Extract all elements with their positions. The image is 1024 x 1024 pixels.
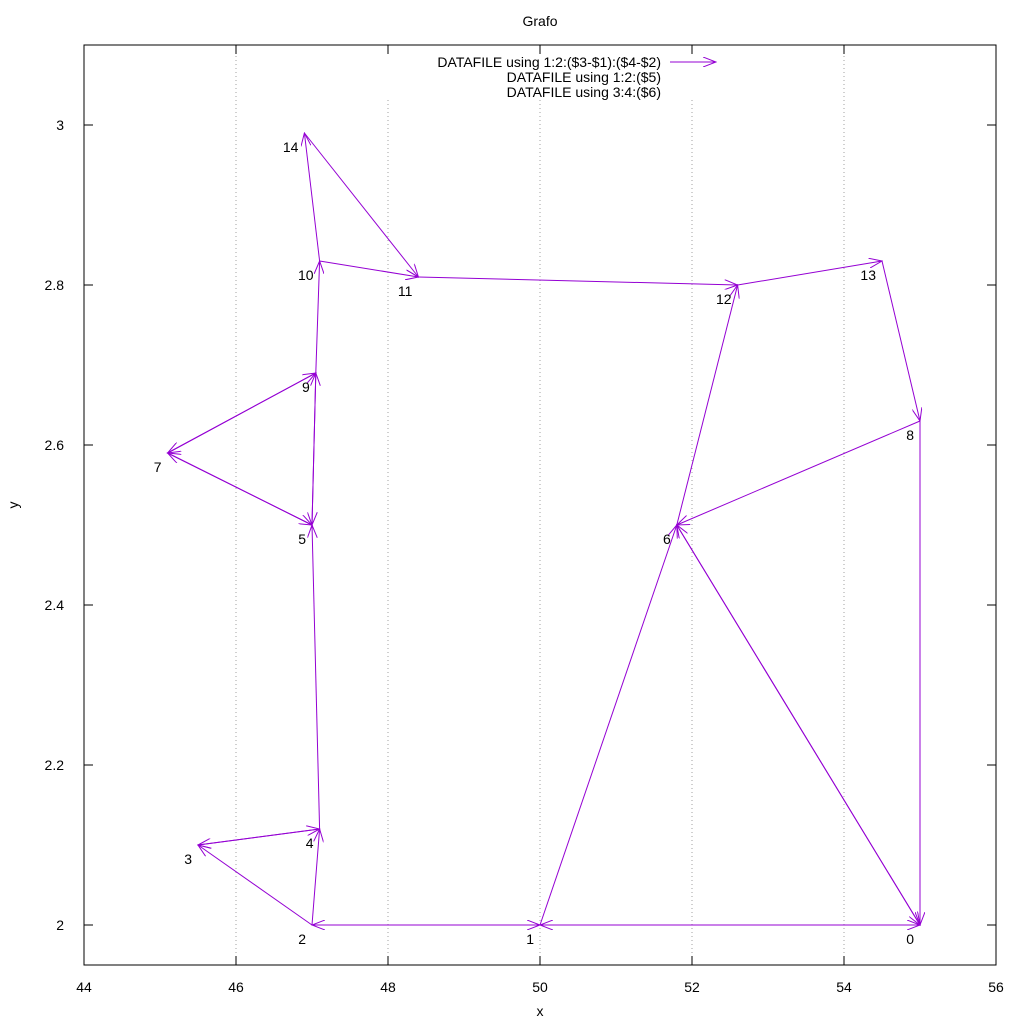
- x-tick-label: 56: [988, 979, 1004, 995]
- graph-edge-12-13: [737, 261, 882, 286]
- node-label: 11: [398, 283, 413, 299]
- y-tick-label: 2.4: [45, 597, 65, 613]
- node-label: 4: [306, 835, 314, 851]
- legend-entry: DATAFILE using 3:4:($6): [507, 84, 661, 100]
- graph-edge-2-4: [311, 829, 320, 926]
- x-tick-label: 50: [532, 979, 548, 995]
- graph-edge-9-10: [316, 261, 320, 374]
- node-label: 7: [154, 459, 162, 475]
- x-tick-label: 46: [228, 979, 244, 995]
- node-label: 12: [716, 291, 732, 307]
- node-label: 8: [906, 427, 914, 443]
- x-tick-label: 52: [684, 979, 700, 995]
- graph-edge-4-5: [312, 525, 321, 830]
- graph-edge-0-6: [677, 525, 921, 926]
- graph-edge-1-6: [539, 525, 677, 926]
- node-label: 3: [184, 851, 192, 867]
- legend: DATAFILE using 1:2:($3-$1):($4-$2)DATAFI…: [437, 54, 716, 100]
- y-tick-label: 3: [56, 117, 64, 133]
- node-label: 1: [526, 931, 534, 947]
- graph-edge-6-12: [676, 285, 738, 526]
- graph-edge-2-3: [198, 845, 313, 926]
- y-tick-label: 2.8: [45, 277, 65, 293]
- node-label: 9: [302, 379, 310, 395]
- graph-edge-13-8: [881, 260, 920, 421]
- node-label: 6: [663, 531, 671, 547]
- node-label: 0: [906, 931, 914, 947]
- graph-edge-14-11: [304, 132, 418, 277]
- grid-lines: [235, 45, 845, 965]
- graph-edge-7-5: [167, 452, 312, 525]
- graph-edge-9-7: [168, 372, 317, 453]
- graph-edge-11-12: [418, 276, 737, 285]
- y-axis-label: y: [5, 502, 21, 509]
- graph-edge-4-3: [198, 828, 320, 845]
- node-label: 2: [298, 931, 306, 947]
- y-tick-label: 2.6: [45, 437, 65, 453]
- graph-edges: [168, 133, 920, 925]
- x-axis-label: x: [537, 1003, 544, 1019]
- x-tick-label: 48: [380, 979, 396, 995]
- graph-edge-8-6: [677, 420, 921, 525]
- x-tick-label: 44: [76, 979, 92, 995]
- graph-edge-9-5: [312, 372, 316, 525]
- x-tick-label: 54: [836, 979, 852, 995]
- node-label: 5: [298, 531, 306, 547]
- legend-entry: DATAFILE using 1:2:($5): [507, 69, 661, 85]
- y-tick-label: 2.2: [45, 757, 65, 773]
- node-label: 13: [860, 267, 876, 283]
- node-label: 14: [283, 139, 299, 155]
- chart-title: Grafo: [522, 13, 557, 29]
- graph-edge-10-14: [304, 133, 321, 262]
- graph-edge-10-11: [319, 260, 419, 277]
- legend-entry: DATAFILE using 1:2:($3-$1):($4-$2): [437, 54, 661, 70]
- node-label: 10: [298, 267, 314, 283]
- y-tick-label: 2: [56, 917, 64, 933]
